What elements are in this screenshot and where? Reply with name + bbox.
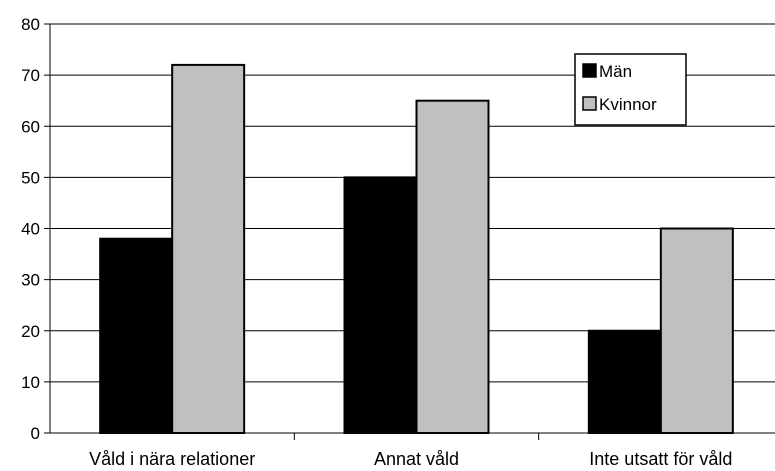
y-tick-label: 30: [21, 271, 40, 290]
legend: Män Kvinnor: [574, 53, 687, 126]
legend-label: Män: [599, 62, 632, 81]
y-tick-label: 10: [21, 373, 40, 392]
y-tick-label: 20: [21, 322, 40, 341]
x-tick-label: Våld i nära relationer: [89, 449, 255, 469]
bar: [415, 99, 490, 434]
y-tick-label: 70: [21, 66, 40, 85]
y-tick-label: 40: [21, 220, 40, 239]
bar: [171, 63, 246, 435]
bar: [99, 237, 174, 434]
y-tick-label: 0: [31, 424, 40, 443]
x-tick-label: Inte utsatt för våld: [589, 449, 732, 469]
bar: [343, 176, 418, 434]
legend-swatch: [582, 63, 597, 78]
y-tick-label: 80: [21, 15, 40, 34]
y-tick-label: 50: [21, 168, 40, 187]
x-tick-label: Annat våld: [374, 449, 459, 469]
bar: [587, 329, 662, 434]
legend-swatch: [582, 96, 597, 111]
x-axis-labels: Våld i nära relationer Annat våld Inte uts…: [89, 449, 732, 469]
legend-label: Kvinnor: [599, 95, 657, 114]
bars: [99, 63, 734, 435]
y-tick-label: 60: [21, 117, 40, 136]
bar: [659, 227, 734, 434]
y-axis-ticks: 0 10 20 30 40 50 60 70 80: [21, 15, 50, 443]
